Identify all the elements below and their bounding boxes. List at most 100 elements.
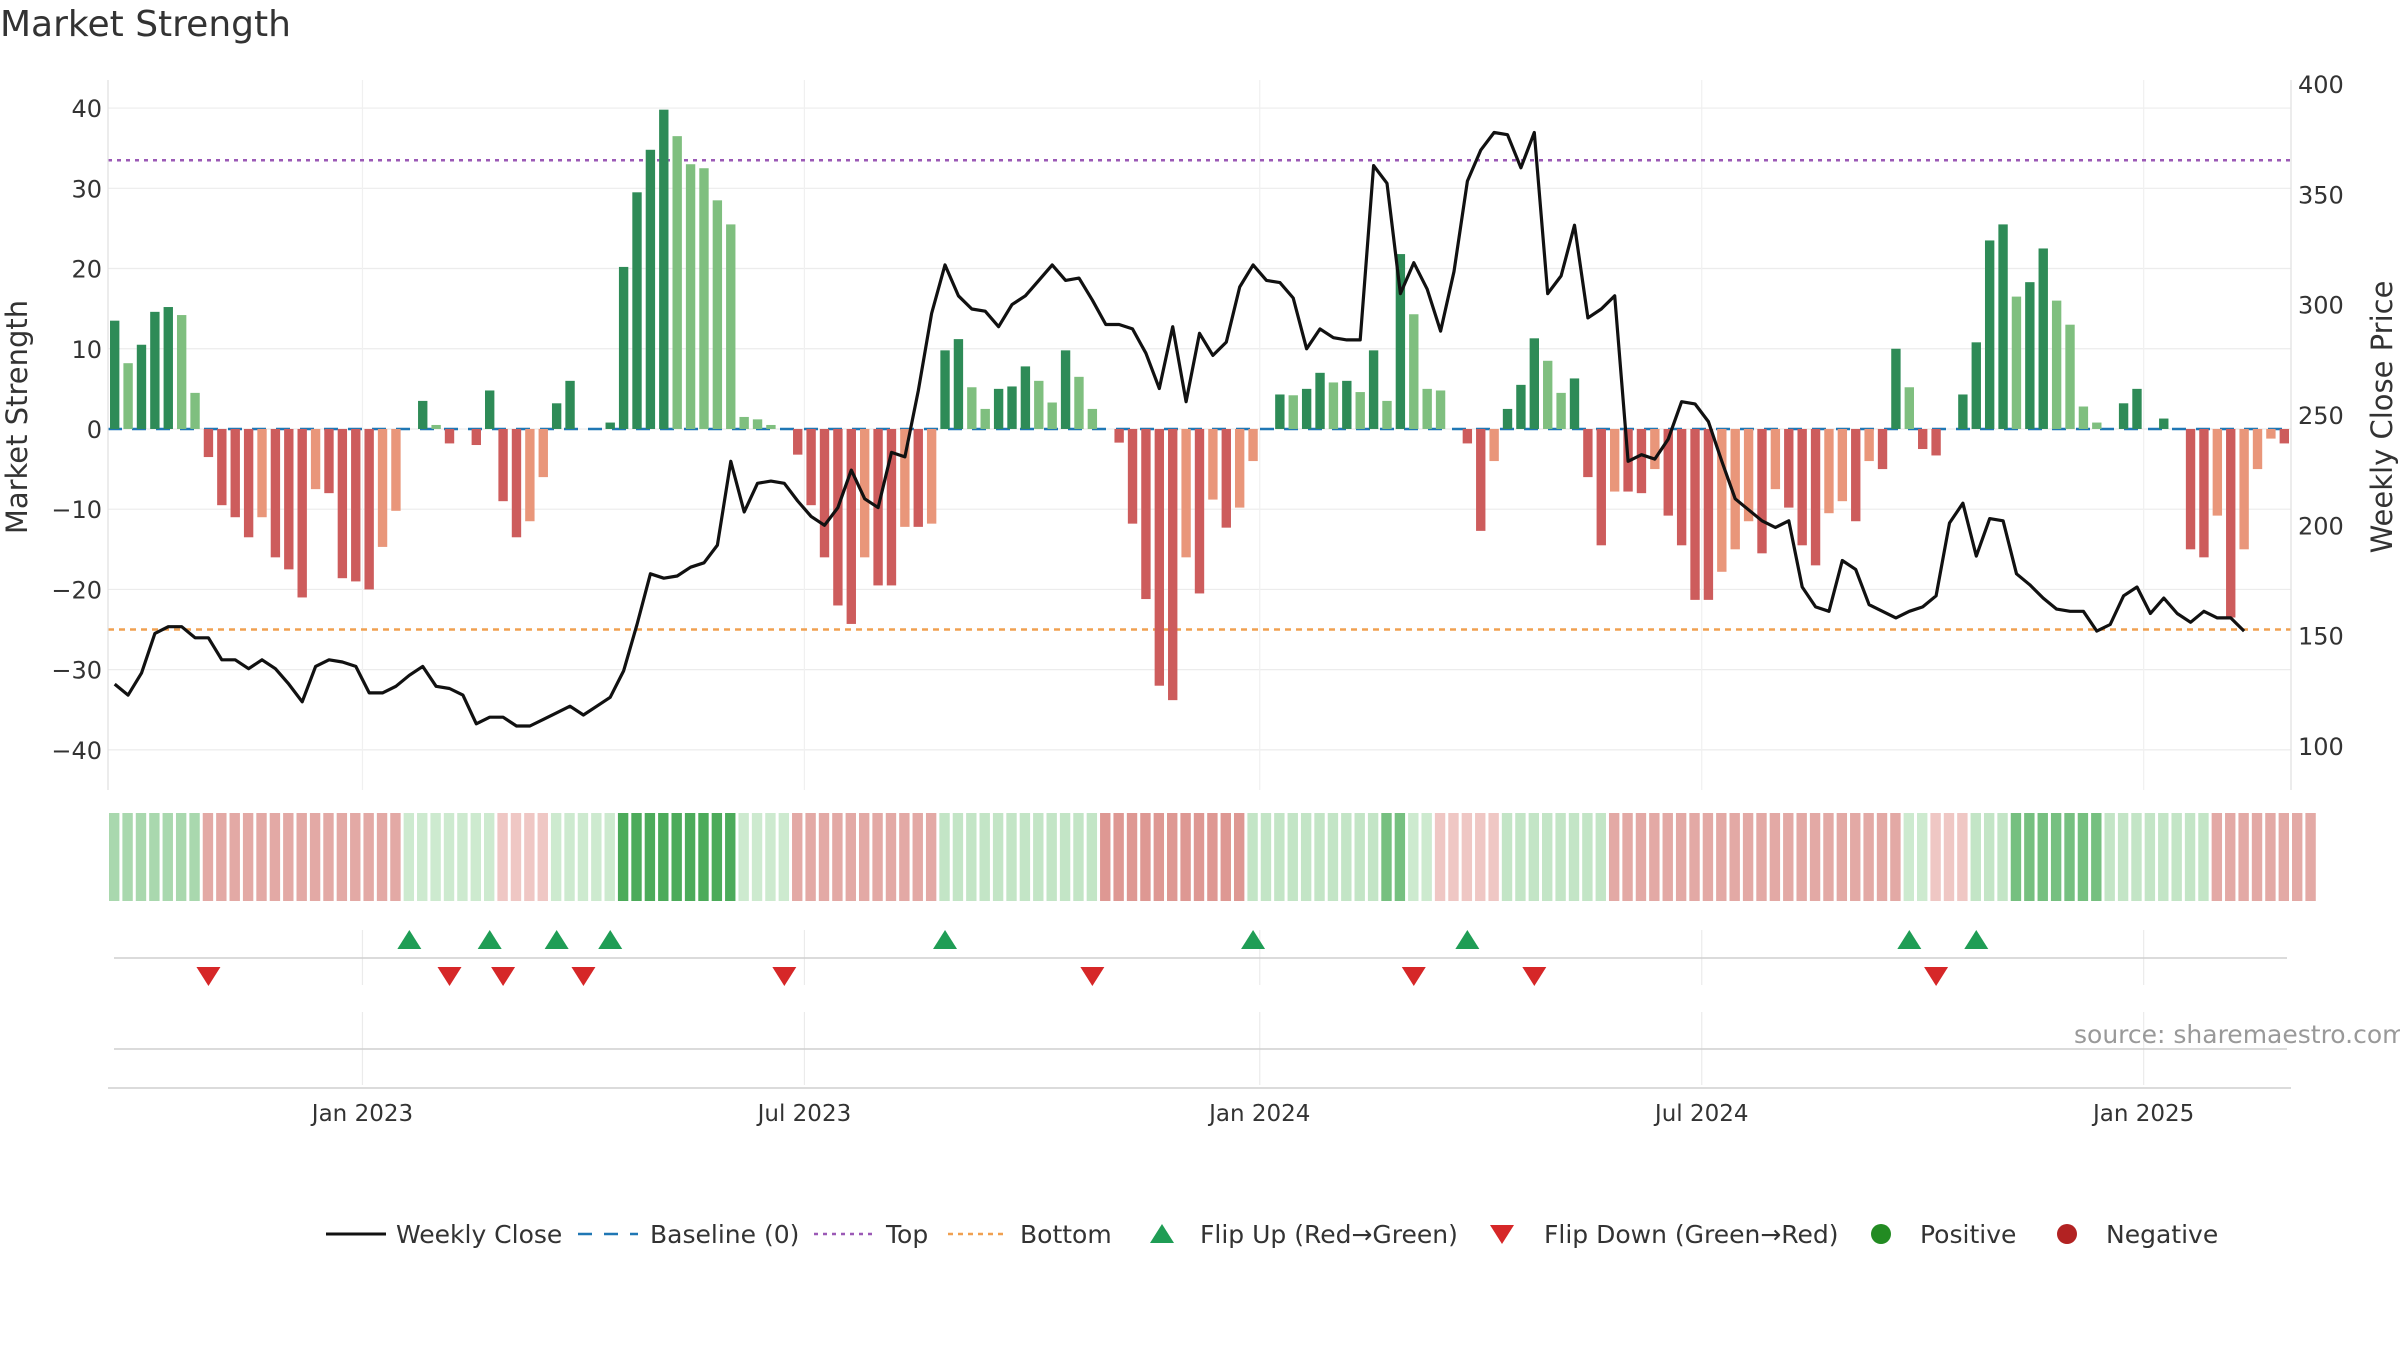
- flip-down-marker: [1080, 967, 1105, 986]
- regime-cell: [2077, 813, 2089, 901]
- regime-cell: [1716, 813, 1727, 901]
- regime-cell: [1408, 813, 1419, 901]
- regime-cell: [698, 813, 709, 901]
- legend-label: Top: [885, 1220, 928, 1249]
- strength-bar: [1422, 388, 1432, 429]
- regime-cell: [1126, 813, 1138, 901]
- y2-tick-label: 250: [2298, 402, 2344, 430]
- strength-bar: [886, 428, 897, 586]
- regime-cell: [1662, 813, 1673, 901]
- strength-bar: [1127, 428, 1138, 524]
- strength-bar: [551, 403, 562, 429]
- regime-cell: [1542, 813, 1553, 901]
- regime-cell: [2144, 813, 2156, 901]
- strength-bar: [1368, 350, 1379, 429]
- strength-bar: [1556, 392, 1566, 429]
- regime-cell: [1461, 813, 1473, 901]
- strength-bar: [913, 428, 923, 527]
- x-tick-label: Jul 2023: [756, 1101, 852, 1127]
- regime-cell: [2064, 813, 2075, 901]
- flip-up-marker: [1964, 930, 1989, 949]
- strength-bar: [1154, 428, 1165, 686]
- x-tick-label: Jan 2023: [310, 1101, 413, 1127]
- strength-bar: [1301, 388, 1312, 429]
- strength-bar: [1984, 240, 1995, 429]
- regime-cell: [537, 813, 548, 901]
- flip-down-marker: [491, 967, 516, 986]
- strength-bar: [1221, 428, 1231, 528]
- regime-cell: [2251, 813, 2263, 901]
- regime-cell: [1595, 813, 1606, 901]
- regime-cell: [1448, 813, 1459, 901]
- regime-cell: [684, 813, 696, 901]
- legend-swatch-negative: [2057, 1224, 2077, 1244]
- legend: Weekly Close Baseline (0) Top Bottom Flip Up…: [326, 1220, 2218, 1249]
- regime-cell: [283, 813, 294, 901]
- strength-bar: [1529, 338, 1540, 429]
- regime-cell: [1006, 813, 1017, 901]
- legend-item: Top: [814, 1220, 928, 1249]
- regime-cell: [631, 813, 642, 901]
- flip-down-marker: [1924, 967, 1949, 986]
- strength-bar: [2279, 428, 2289, 444]
- strength-bar: [511, 428, 522, 538]
- strength-bar: [1730, 428, 1740, 550]
- strength-bar: [243, 428, 254, 538]
- regime-cell: [483, 813, 495, 901]
- x-tick-label: Jul 2024: [1653, 1101, 1749, 1127]
- strength-bar: [310, 428, 321, 490]
- regime-cell: [1729, 813, 1740, 901]
- strength-bar: [1181, 428, 1191, 558]
- regime-cell: [1903, 813, 1915, 901]
- strength-bar: [806, 428, 816, 506]
- flip-up-marker: [1455, 930, 1480, 949]
- regime-cell: [765, 813, 776, 901]
- regime-cell: [939, 813, 950, 901]
- strength-bar: [859, 428, 870, 558]
- regime-cell: [591, 813, 602, 901]
- legend-swatch-flip-up: [1150, 1224, 1174, 1243]
- regime-cell: [845, 813, 856, 901]
- strength-bar: [2078, 406, 2089, 429]
- strength-bar: [1395, 254, 1406, 429]
- strength-bar: [1034, 380, 1044, 429]
- regime-cell: [1247, 813, 1258, 901]
- x-tick-label: Jan 2024: [1207, 1101, 1310, 1127]
- strength-bar: [1851, 428, 1861, 522]
- regime-cell: [1073, 813, 1084, 901]
- regime-cell: [1059, 813, 1071, 901]
- chart-title: Market Strength: [0, 4, 291, 45]
- regime-cell: [885, 813, 897, 901]
- regime-cell: [1167, 813, 1178, 901]
- regime-cell: [1341, 813, 1352, 901]
- strength-bar: [752, 419, 763, 429]
- strength-bar: [1275, 394, 1285, 429]
- regime-cell: [979, 813, 990, 901]
- y-tick-label: −10: [51, 496, 102, 524]
- y2-axis-title: Weekly Close Price: [2365, 281, 2399, 554]
- strength-bar: [1382, 400, 1392, 429]
- legend-label: Flip Down (Green→Red): [1544, 1220, 1839, 1249]
- regime-cell: [1823, 813, 1834, 901]
- strength-bar: [163, 307, 173, 429]
- regime-cell: [899, 813, 910, 901]
- flip-up-marker: [397, 930, 422, 949]
- regime-cell: [1890, 813, 1901, 901]
- strength-bar: [538, 428, 548, 478]
- regime-cell: [2131, 813, 2142, 901]
- strength-bar: [2025, 282, 2035, 429]
- strength-bar: [1569, 378, 1580, 429]
- strength-bar: [1931, 428, 1941, 456]
- strength-bar: [980, 408, 990, 429]
- weekly-close-line: [113, 130, 2246, 728]
- strength-bar: [2051, 300, 2062, 429]
- regime-cell: [778, 813, 790, 901]
- legend-label: Bottom: [1020, 1220, 1112, 1249]
- strength-bar: [1288, 395, 1298, 429]
- regime-cell: [336, 813, 348, 901]
- strength-bar: [1489, 428, 1499, 462]
- flip-markers: [196, 930, 1989, 986]
- regime-cell: [1649, 813, 1660, 901]
- regime-cell: [296, 813, 307, 901]
- regime-cell: [390, 813, 401, 901]
